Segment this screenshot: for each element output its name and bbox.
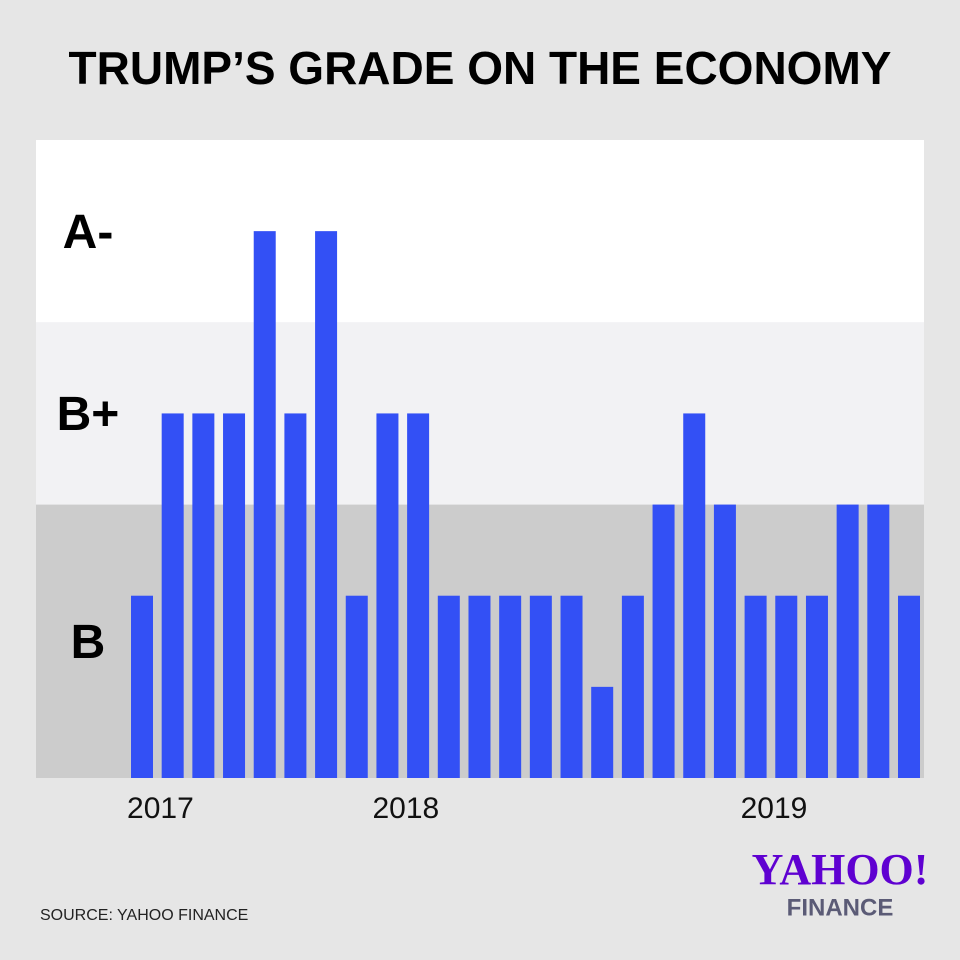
bar [836, 504, 859, 778]
grade-label: B+ [57, 388, 120, 441]
bar [315, 231, 338, 779]
logo-top: YAHOO! [752, 845, 929, 894]
source: SOURCE: YAHOO FINANCE [40, 907, 248, 924]
chart-title: TRUMP’S GRADE ON THE ECONOMY [69, 42, 892, 94]
bar [223, 413, 246, 778]
bar [131, 595, 153, 778]
bar [407, 413, 430, 778]
logo-bottom: FINANCE [787, 894, 894, 921]
grade-label: A- [63, 206, 114, 259]
bar [437, 595, 460, 778]
grade-band [36, 322, 924, 505]
bar [376, 413, 399, 778]
bar [683, 413, 706, 778]
grade-label: B [71, 616, 106, 669]
bar [591, 686, 614, 778]
bar [775, 595, 798, 778]
bar [161, 413, 184, 778]
x-tick-label: 2018 [372, 792, 439, 825]
bar [713, 504, 736, 778]
bar [253, 231, 276, 779]
x-tick-label: 2019 [741, 792, 808, 825]
bar [560, 595, 583, 778]
bar [468, 595, 491, 778]
bar [345, 595, 368, 778]
bar [652, 504, 675, 778]
bar [867, 504, 890, 778]
bar [898, 595, 920, 778]
bar [529, 595, 552, 778]
bar [284, 413, 307, 778]
plot: B B+ A- 2017 2018 2019 [36, 140, 924, 825]
bar [499, 595, 522, 778]
grade-band [36, 140, 924, 323]
bar [805, 595, 828, 778]
x-tick-label: 2017 [127, 792, 194, 825]
bar [744, 595, 767, 778]
bar [192, 413, 215, 778]
bar [621, 595, 644, 778]
